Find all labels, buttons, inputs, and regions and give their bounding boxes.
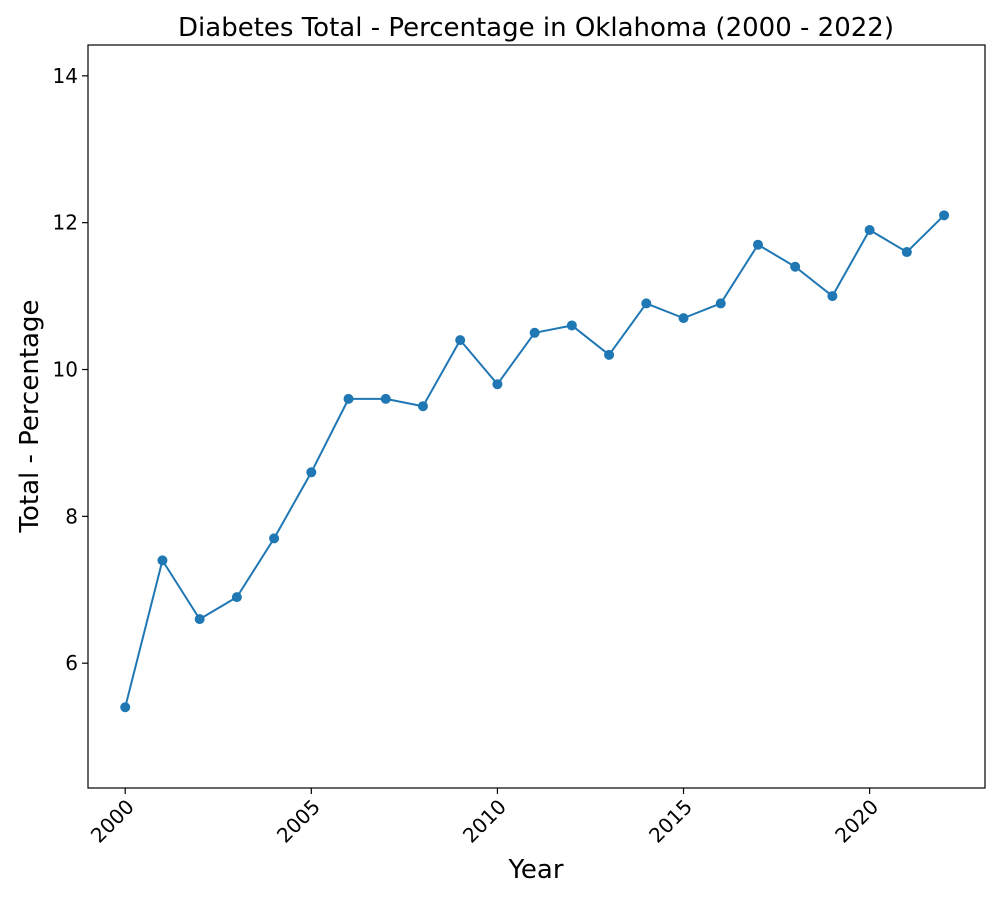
- y-tick-label: 10: [53, 358, 78, 382]
- x-tick-label: 2015: [644, 795, 697, 848]
- plot-area-frame: [87, 44, 986, 789]
- series-layer: [120, 210, 950, 713]
- data-point: [380, 393, 391, 404]
- data-point: [678, 313, 689, 324]
- y-axis: 6 8 10 12 14: [53, 64, 88, 675]
- y-tick-label: 8: [65, 504, 78, 528]
- data-point: [455, 335, 466, 346]
- data-point: [901, 247, 912, 258]
- data-point: [529, 327, 540, 338]
- data-point: [604, 349, 615, 360]
- x-tick-label: 2005: [272, 795, 325, 848]
- x-tick-label: 2000: [86, 795, 139, 848]
- data-point: [790, 261, 801, 272]
- data-point: [492, 379, 503, 390]
- data-point: [864, 225, 875, 236]
- data-point: [269, 533, 280, 544]
- data-point: [566, 320, 577, 331]
- data-point: [157, 555, 168, 566]
- data-point: [827, 291, 838, 302]
- data-point: [641, 298, 652, 309]
- data-point: [231, 592, 242, 603]
- x-axis: 2000 2005 2010 2015 2020: [86, 788, 883, 848]
- data-point: [194, 614, 205, 625]
- chart-title: Diabetes Total - Percentage in Oklahoma …: [178, 13, 894, 43]
- data-point: [120, 702, 131, 713]
- data-point: [752, 239, 763, 250]
- data-point: [306, 467, 317, 478]
- data-point: [343, 393, 354, 404]
- series-line: [124, 214, 945, 708]
- x-tick-label: 2010: [458, 795, 511, 848]
- data-point: [417, 401, 428, 412]
- y-axis-label: Total - Percentage: [15, 300, 45, 534]
- y-tick-label: 14: [53, 64, 78, 88]
- x-axis-label: Year: [507, 855, 563, 885]
- y-tick-label: 6: [65, 651, 78, 675]
- data-point: [939, 210, 950, 221]
- x-tick-label: 2020: [830, 795, 883, 848]
- data-point: [715, 298, 726, 309]
- y-tick-label: 12: [53, 211, 78, 235]
